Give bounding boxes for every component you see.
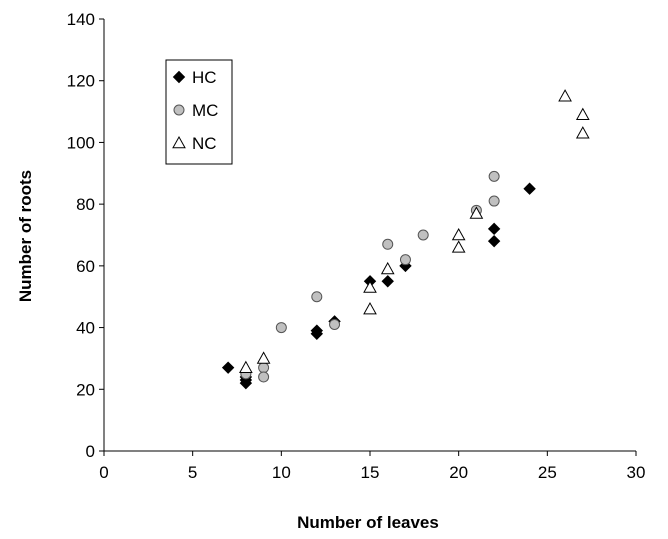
data-points — [221, 89, 590, 390]
y-tick-label: 100 — [67, 133, 95, 152]
x-tick-label: 15 — [361, 463, 380, 482]
data-point-nc — [239, 360, 253, 373]
data-point-mc — [275, 322, 287, 334]
legend-label-hc: HC — [192, 68, 217, 87]
data-point-nc — [380, 261, 395, 275]
x-tick-label: 0 — [99, 463, 108, 482]
legend: HC MC NC — [165, 59, 233, 165]
data-point-mc — [258, 371, 270, 383]
data-point-hc — [381, 275, 394, 288]
legend-label-nc: NC — [192, 134, 217, 153]
data-point-nc — [363, 302, 377, 315]
x-tick-label: 10 — [272, 463, 291, 482]
y-tick-label: 60 — [76, 257, 95, 276]
data-point-mc — [488, 170, 500, 182]
data-point-hc — [487, 222, 501, 236]
y-tick-label: 80 — [76, 195, 95, 214]
data-point-nc — [558, 89, 572, 102]
legend-marker-nc — [172, 135, 186, 149]
legend-marker-hc — [172, 70, 186, 84]
x-axis-title: Number of leaves — [297, 513, 439, 532]
data-point-nc — [256, 351, 271, 364]
data-point-nc — [469, 206, 484, 219]
y-tick-label: 140 — [67, 10, 95, 29]
data-point-hc — [310, 327, 324, 340]
legend-marker-mc — [173, 104, 185, 116]
data-point-nc — [575, 126, 590, 139]
data-point-mc — [488, 195, 500, 207]
data-point-mc — [399, 254, 411, 266]
data-point-nc — [451, 240, 466, 253]
data-point-nc — [451, 227, 466, 241]
y-tick-label: 0 — [86, 442, 95, 461]
data-point-nc — [363, 280, 377, 293]
y-tick-label: 120 — [67, 72, 95, 91]
data-point-mc — [311, 291, 323, 303]
data-point-hc — [239, 376, 253, 390]
x-tick-label: 5 — [188, 463, 197, 482]
data-point-mc — [329, 318, 341, 330]
data-point-mc — [417, 229, 429, 241]
y-axis-title: Number of roots — [16, 170, 35, 302]
tick-labels: 0 20 40 60 80 100 120 140 0 5 10 15 20 25 30 — [67, 10, 646, 482]
x-tick-label: 20 — [449, 463, 468, 482]
data-point-mc — [382, 238, 394, 250]
data-point-nc — [575, 107, 590, 120]
data-point-mc — [258, 362, 270, 374]
x-tick-label: 30 — [627, 463, 646, 482]
data-point-hc — [221, 361, 235, 374]
y-tick-label: 20 — [76, 380, 95, 399]
legend-label-mc: MC — [192, 101, 218, 120]
y-tick-label: 40 — [76, 319, 95, 338]
data-point-hc — [487, 234, 501, 248]
axes — [99, 18, 637, 456]
data-point-hc — [523, 182, 536, 195]
x-tick-label: 25 — [538, 463, 557, 482]
